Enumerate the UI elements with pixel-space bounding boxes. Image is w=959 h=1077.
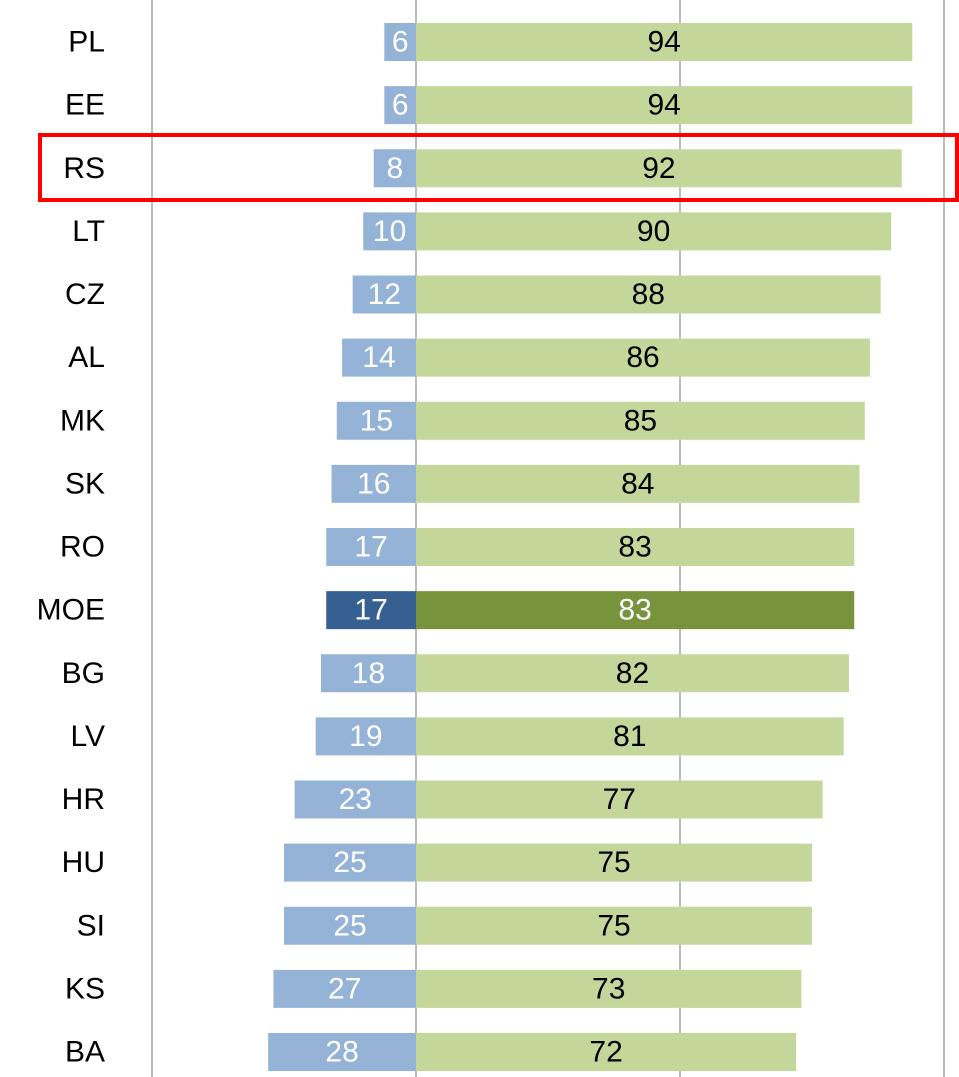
- value-label: 10: [373, 215, 406, 248]
- category-label: HR: [62, 783, 105, 816]
- value-label: 8: [387, 152, 404, 185]
- value-label: 72: [589, 1036, 622, 1069]
- category-label: BG: [62, 657, 105, 690]
- value-label: 16: [357, 467, 390, 500]
- bar: [294, 780, 416, 819]
- bar: [336, 401, 416, 440]
- value-label: 19: [349, 720, 382, 753]
- value-label: 14: [362, 341, 395, 374]
- highlight-box: [38, 133, 959, 202]
- value-label: 83: [618, 594, 651, 627]
- value-label: 75: [597, 846, 630, 879]
- bar: [315, 717, 416, 756]
- value-label: 6: [392, 89, 409, 122]
- value-label: 15: [360, 404, 393, 437]
- value-label: 17: [354, 594, 387, 627]
- category-label: SK: [65, 467, 105, 500]
- bar: [416, 338, 871, 377]
- bar: [331, 464, 416, 503]
- bar: [326, 591, 416, 630]
- value-label: 81: [613, 720, 646, 753]
- value-label: 82: [616, 657, 649, 690]
- bar: [384, 86, 416, 125]
- value-label: 92: [642, 152, 675, 185]
- value-label: 94: [647, 26, 680, 59]
- bar: [416, 969, 802, 1008]
- value-label: 25: [333, 846, 366, 879]
- category-label: KS: [65, 972, 105, 1005]
- value-label: 75: [597, 909, 630, 942]
- value-label: 27: [328, 972, 361, 1005]
- value-label: 12: [368, 278, 401, 311]
- bar: [416, 591, 855, 630]
- value-label: 73: [592, 972, 625, 1005]
- bar: [416, 1033, 797, 1071]
- value-label: 23: [339, 783, 372, 816]
- bar: [342, 338, 416, 377]
- bar: [416, 275, 881, 314]
- category-label: RS: [63, 152, 105, 185]
- category-label: LT: [72, 215, 105, 248]
- category-label: PL: [68, 26, 105, 59]
- category-label: BA: [65, 1036, 105, 1069]
- bar: [320, 654, 416, 693]
- bar: [268, 1033, 416, 1071]
- bar: [352, 275, 416, 314]
- value-label: 77: [603, 783, 636, 816]
- bar: [416, 23, 913, 61]
- value-label: 18: [352, 657, 385, 690]
- category-label: MK: [60, 404, 105, 437]
- bar: [416, 906, 812, 945]
- bar: [416, 464, 860, 503]
- value-label: 83: [618, 531, 651, 564]
- category-label: RO: [60, 531, 105, 564]
- bar: [416, 843, 812, 882]
- bar: [284, 843, 416, 882]
- bar: [326, 528, 416, 566]
- bar: [416, 780, 823, 819]
- category-label: MOE: [37, 594, 105, 627]
- bar: [416, 654, 849, 693]
- value-label: 84: [621, 467, 654, 500]
- category-label: CZ: [65, 278, 105, 311]
- category-label: AL: [68, 341, 105, 374]
- bar: [273, 969, 416, 1008]
- value-label: 86: [626, 341, 659, 374]
- value-label: 25: [333, 909, 366, 942]
- bar: [416, 717, 844, 756]
- category-label: LV: [71, 720, 105, 753]
- category-label: HU: [62, 846, 105, 879]
- bar: [416, 212, 892, 251]
- value-label: 90: [637, 215, 670, 248]
- category-label: EE: [65, 89, 105, 122]
- bar: [384, 23, 416, 61]
- value-label: 94: [647, 89, 680, 122]
- value-label: 85: [624, 404, 657, 437]
- value-label: 88: [632, 278, 665, 311]
- bar: [284, 906, 416, 945]
- value-label: 28: [325, 1036, 358, 1069]
- bar: [416, 86, 913, 125]
- category-label: SI: [77, 909, 105, 942]
- bar: [416, 401, 865, 440]
- bar: [373, 149, 416, 188]
- bars: 6 6 8 10 12 14 15 16 17 17 18 19 23 25 25 27 28 94 94 92 90 8…: [268, 23, 913, 1071]
- value-label: 17: [354, 531, 387, 564]
- value-label: 6: [392, 26, 409, 59]
- bar: [363, 212, 416, 251]
- bar: [416, 528, 855, 566]
- bar: [416, 149, 902, 188]
